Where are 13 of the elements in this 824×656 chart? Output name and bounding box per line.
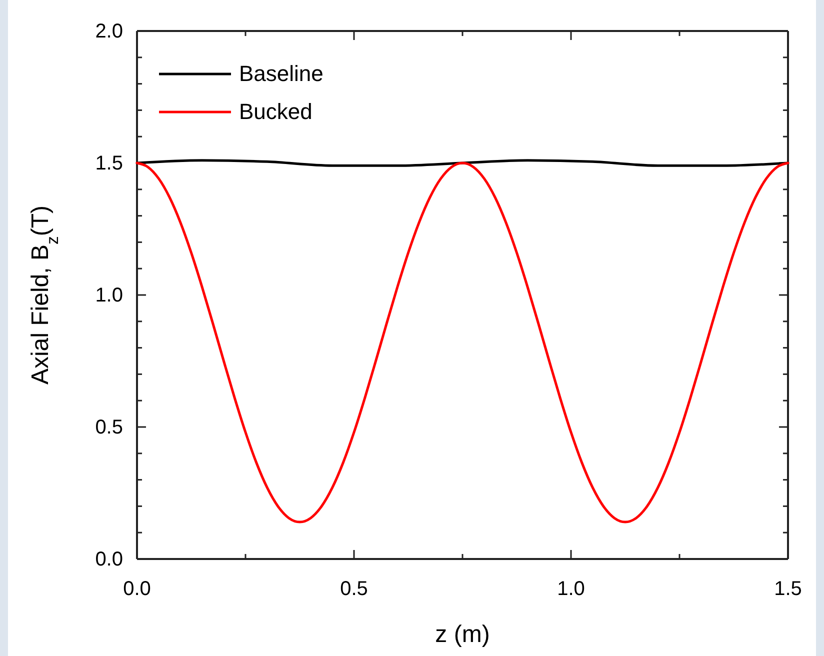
line-series	[136, 162, 790, 524]
x-tick-label: 1.5	[774, 578, 802, 600]
y-tick-label: 0.5	[95, 416, 123, 438]
x-tick-label: 0.5	[340, 578, 368, 600]
y-tick-label: 2.0	[95, 20, 123, 42]
y-tick-label: 1.0	[95, 284, 123, 306]
legend-label: Bucked	[239, 99, 312, 124]
x-tick-label: 1.0	[557, 578, 585, 600]
y-tick-label: 1.5	[95, 152, 123, 174]
y-tick-label: 0.0	[95, 548, 123, 570]
x-axis-title: z (m)	[435, 621, 490, 648]
x-tick-label: 0.0	[123, 578, 151, 600]
legend-label: Baseline	[239, 61, 324, 86]
